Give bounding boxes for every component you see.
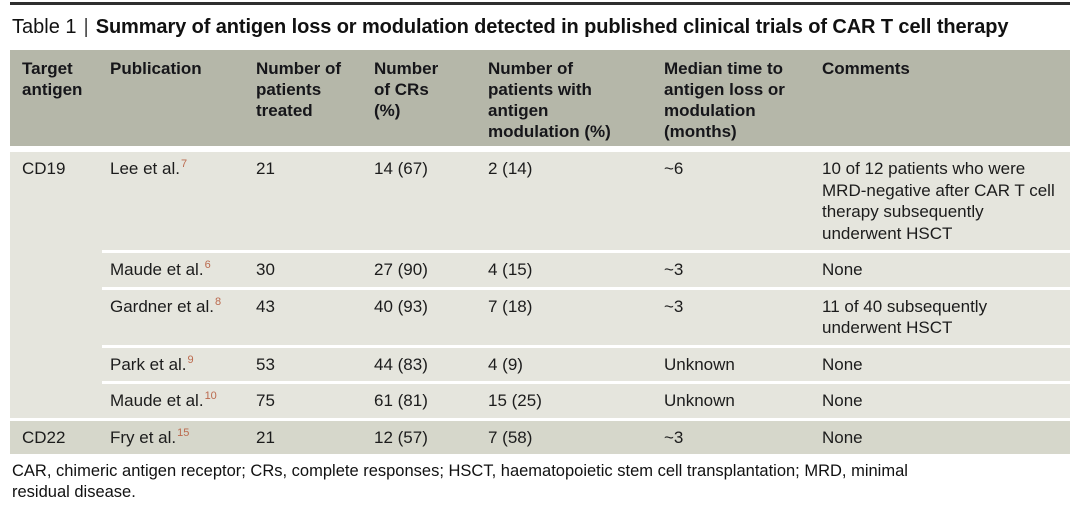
- column-header-target-antigen: Target antigen: [10, 50, 102, 152]
- table-header-row: Target antigen Publication Number of pat…: [10, 50, 1070, 152]
- cell-publication: Gardner et al.8: [102, 288, 248, 348]
- cell-patients-treated: 75: [248, 382, 366, 421]
- table-row: Maude et al.10 75 61 (81) 15 (25) Unknow…: [10, 382, 1070, 421]
- table-top-rule: [10, 2, 1070, 5]
- cell-comments: None: [814, 419, 1070, 454]
- cell-comments: None: [814, 251, 1070, 290]
- column-header-publication: Publication: [102, 50, 248, 152]
- footnote-line: residual disease.: [12, 483, 136, 501]
- cell-publication: Maude et al.10: [102, 382, 248, 421]
- cell-comments: 11 of 40 subsequently underwent HSCT: [814, 288, 1070, 348]
- publication-name: Maude et al.: [110, 391, 204, 410]
- table-footnote: CAR, chimeric antigen receptor; CRs, com…: [12, 461, 1070, 503]
- reference-number: 6: [204, 259, 211, 272]
- cell-crs: 14 (67): [366, 149, 480, 253]
- table-number: Table 1: [12, 16, 77, 38]
- cell-median-time: Unknown: [656, 346, 814, 384]
- reference-number: 8: [214, 295, 222, 308]
- cell-antigen-modulation: 2 (14): [480, 149, 656, 253]
- reference-number: 9: [187, 353, 194, 366]
- column-header-median-time: Median time to antigen loss or modulatio…: [656, 50, 814, 152]
- publication-name: Gardner et al.: [110, 296, 214, 316]
- cell-median-time: ~3: [656, 288, 814, 348]
- clinical-trials-table: Target antigen Publication Number of pat…: [10, 50, 1070, 454]
- cell-median-time: ~3: [656, 419, 814, 454]
- cell-target-antigen: CD19: [10, 149, 102, 421]
- table-title: Table 1 | Summary of antigen loss or modul…: [12, 14, 1070, 40]
- cell-antigen-modulation: 7 (18): [480, 288, 656, 348]
- cell-median-time: Unknown: [656, 382, 814, 421]
- cell-median-time: ~3: [656, 251, 814, 290]
- reference-number: 10: [204, 390, 217, 403]
- cell-median-time: ~6: [656, 149, 814, 253]
- cell-antigen-modulation: 15 (25): [480, 382, 656, 421]
- cell-patients-treated: 43: [248, 288, 366, 348]
- cell-crs: 44 (83): [366, 346, 480, 384]
- table-row: Gardner et al.8 43 40 (93) 7 (18) ~3 11 …: [10, 288, 1070, 348]
- column-header-comments: Comments: [814, 50, 1070, 152]
- cell-patients-treated: 21: [248, 419, 366, 454]
- cell-crs: 61 (81): [366, 382, 480, 421]
- cell-patients-treated: 21: [248, 149, 366, 253]
- table-row: Park et al.9 53 44 (83) 4 (9) Unknown No…: [10, 346, 1070, 384]
- footnote-line: CAR, chimeric antigen receptor; CRs, com…: [12, 462, 908, 480]
- reference-number: 7: [180, 158, 188, 171]
- cell-antigen-modulation: 4 (9): [480, 346, 656, 384]
- cell-antigen-modulation: 7 (58): [480, 419, 656, 454]
- cell-patients-treated: 53: [248, 346, 366, 384]
- cell-crs: 40 (93): [366, 288, 480, 348]
- table-row: CD22 Fry et al.15 21 12 (57) 7 (58) ~3 N…: [10, 419, 1070, 454]
- cell-publication: Park et al.9: [102, 346, 248, 384]
- reference-number: 15: [177, 426, 190, 439]
- cell-crs: 12 (57): [366, 419, 480, 454]
- column-header-patients-treated: Number of patients treated: [248, 50, 366, 152]
- cell-comments: None: [814, 382, 1070, 421]
- table-title-text: Summary of antigen loss or modulation de…: [95, 16, 1009, 38]
- cell-comments: 10 of 12 patients who were MRD-negative …: [814, 149, 1070, 253]
- cell-target-antigen: CD22: [10, 419, 102, 454]
- cell-publication: Fry et al.15: [102, 419, 248, 454]
- table-row: Maude et al.6 30 27 (90) 4 (15) ~3 None: [10, 251, 1070, 290]
- cell-publication: Lee et al.7: [102, 149, 248, 253]
- publication-name: Fry et al.: [110, 427, 177, 447]
- cell-publication: Maude et al.6: [102, 251, 248, 290]
- table-row: CD19 Lee et al.7 21 14 (67) 2 (14) ~6 10…: [10, 149, 1070, 421]
- publication-name: Lee et al.: [110, 159, 180, 178]
- cell-comments: None: [814, 346, 1070, 384]
- column-header-crs: Number of CRs (%): [366, 50, 480, 152]
- publication-name: Park et al.: [110, 354, 187, 374]
- column-header-antigen-modulation: Number of patients with antigen modulati…: [480, 50, 656, 152]
- publication-name: Maude et al.: [110, 260, 204, 279]
- cell-antigen-modulation: 4 (15): [480, 251, 656, 290]
- cell-patients-treated: 30: [248, 251, 366, 290]
- cell-crs: 27 (90): [366, 251, 480, 290]
- title-divider: |: [83, 16, 89, 38]
